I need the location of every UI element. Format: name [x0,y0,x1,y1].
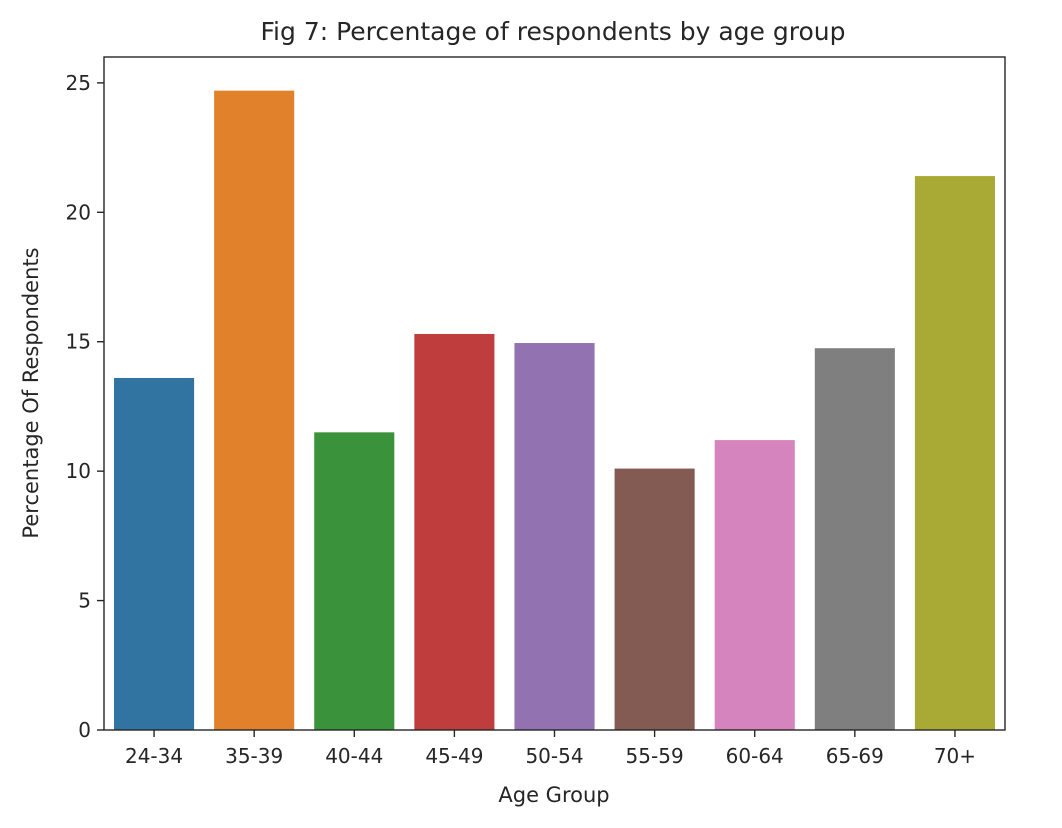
x-tick-label: 40-44 [325,744,383,768]
x-tick-label: 70+ [934,744,976,768]
bar-45-49 [414,333,495,730]
y-axis-label: Percentage Of Respondents [19,247,43,538]
bar-35-39 [214,90,295,730]
x-tick-label: 35-39 [225,744,283,768]
bars-layer [114,90,995,730]
x-tick-label: 45-49 [425,744,483,768]
y-tick-label: 5 [78,589,91,613]
y-tick-label: 10 [66,459,91,483]
y-tick-label: 25 [66,71,91,95]
x-tick-label: 65-69 [826,744,884,768]
y-axis: 0 5 10 15 20 25 [66,71,104,742]
chart-title: Fig 7: Percentage of respondents by age … [261,17,846,46]
y-tick-label: 0 [78,718,91,742]
x-tick-label: 60-64 [726,744,784,768]
bar-60-64 [714,440,795,730]
x-axis-label: Age Group [498,783,609,807]
bar-55-59 [614,468,695,730]
bar-65-69 [814,348,895,730]
bar-50-54 [514,343,595,730]
bar-40-44 [314,432,395,730]
y-tick-label: 20 [66,200,91,224]
plot-frame [103,56,1006,731]
x-tick-label: 24-34 [125,744,183,768]
bar-24-34 [114,377,195,730]
x-tick-label: 50-54 [525,744,583,768]
bar-70+ [914,176,995,730]
x-tick-label: 55-59 [626,744,684,768]
x-axis: 24-34 35-39 40-44 45-49 50-54 55-59 60-64 65-69… [125,730,976,768]
y-tick-label: 15 [66,330,91,354]
